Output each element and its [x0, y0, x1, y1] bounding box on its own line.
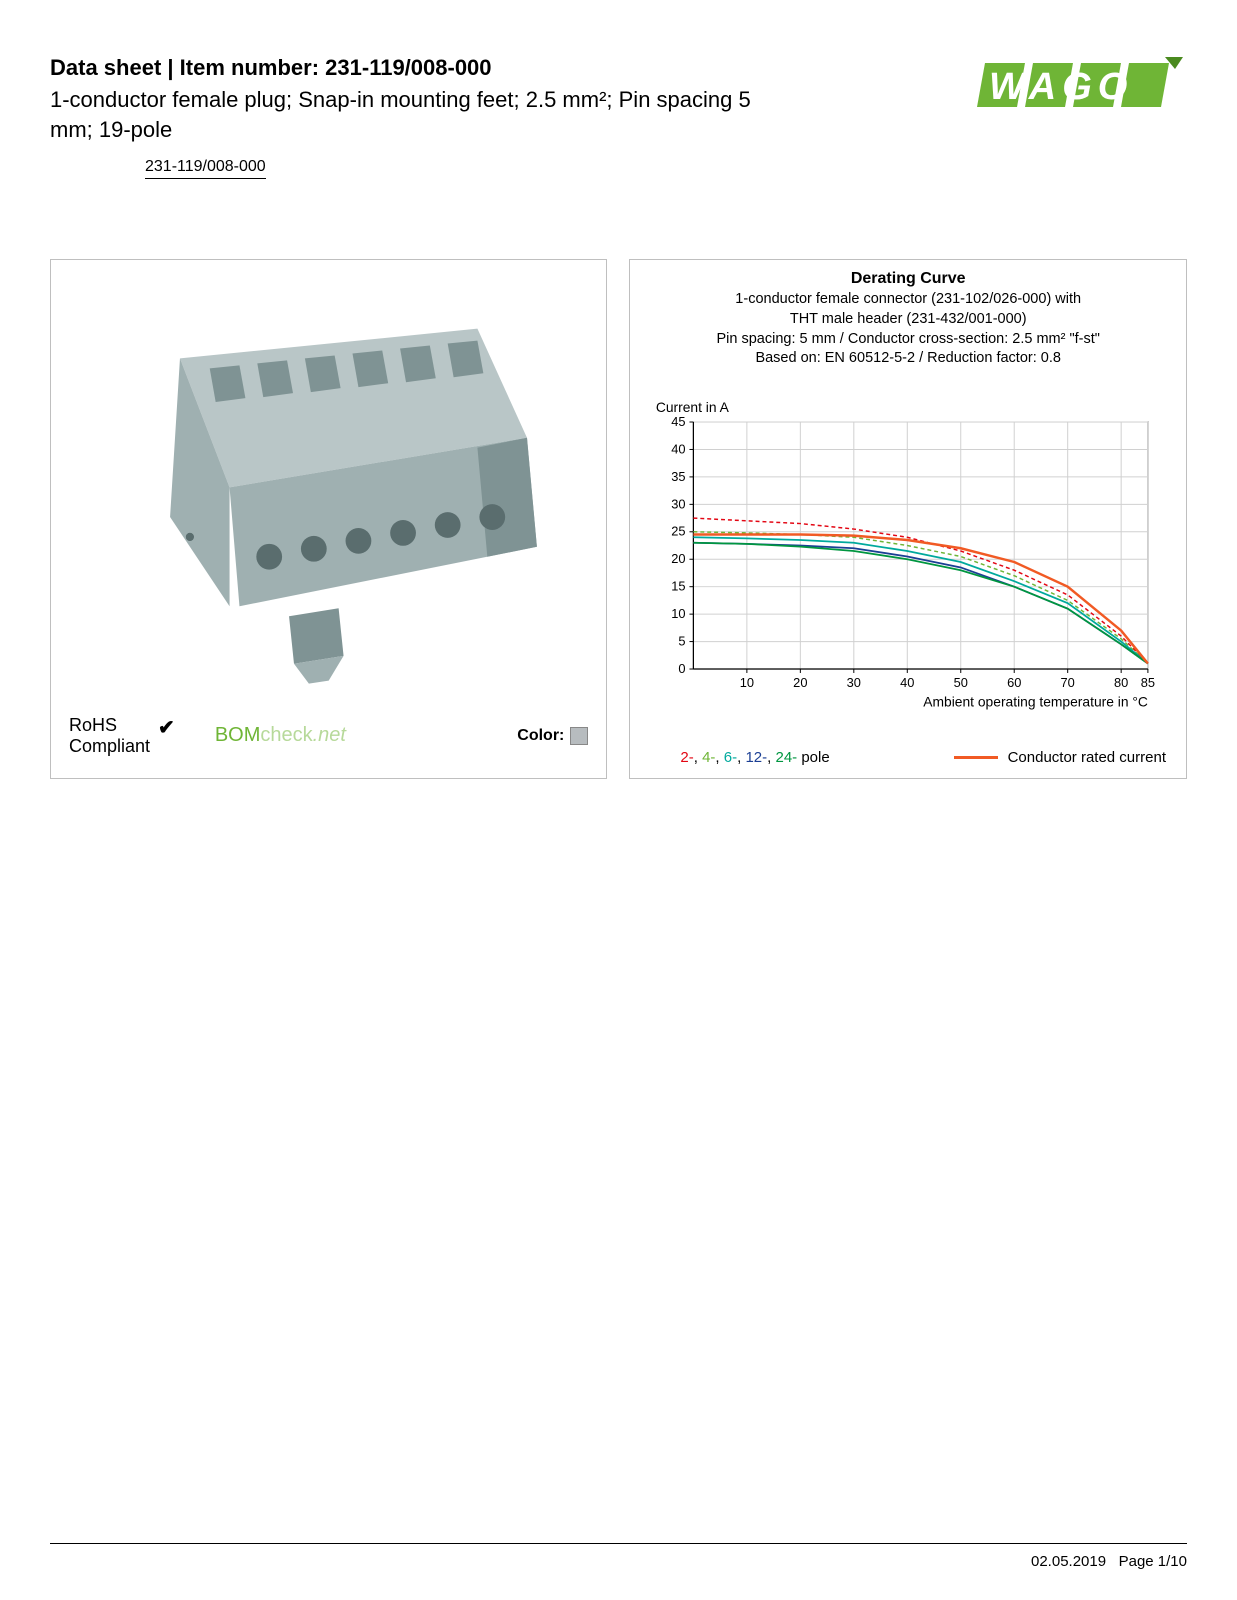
color-swatch [570, 727, 588, 745]
product-image-wrap [51, 260, 606, 715]
pole-legend-item: 24- [775, 749, 797, 766]
product-image-panel: RoHS Compliant ✔ BOMcheck.net Color: [50, 259, 607, 779]
product-footer: RoHS Compliant ✔ BOMcheck.net Color: [51, 715, 606, 778]
pole-legend-item: 2- [680, 749, 693, 766]
chart-title: Derating Curve [644, 270, 1172, 288]
pole-legend: 2-, 4-, 6-, 12-, 24- pole [680, 749, 829, 766]
conductor-legend-text: Conductor rated current [1008, 749, 1166, 766]
page-title: Data sheet | Item number: 231-119/008-00… [50, 55, 977, 81]
rohs-compliant-badge: RoHS Compliant ✔ [69, 715, 175, 756]
item-code: 231-119/008-000 [145, 158, 266, 179]
product-render [61, 270, 596, 705]
svg-text:20: 20 [794, 674, 808, 689]
title-label: Item number: [180, 55, 319, 80]
svg-text:45: 45 [672, 414, 686, 429]
derating-chart-panel: Derating Curve 1-conductor female connec… [629, 259, 1187, 779]
bom-check: check [260, 724, 312, 746]
pole-legend-item: 12- [745, 749, 767, 766]
svg-text:40: 40 [672, 441, 686, 456]
footer-divider [50, 1543, 1187, 1544]
color-text: Color: [517, 727, 564, 745]
title-item-number: 231-119/008-000 [325, 55, 491, 80]
conductor-legend-line [954, 756, 998, 759]
svg-text:WAGO: WAGO [989, 66, 1133, 108]
pole-legend-item: 6- [724, 749, 737, 766]
svg-text:10: 10 [672, 606, 686, 621]
chart-sub4: Based on: EN 60512-5-2 / Reduction facto… [644, 349, 1172, 369]
panels-row: RoHS Compliant ✔ BOMcheck.net Color: Der… [50, 259, 1187, 779]
pole-legend-item: 4- [702, 749, 715, 766]
svg-text:30: 30 [672, 496, 686, 511]
subtitle: 1-conductor female plug; Snap-in mountin… [50, 85, 770, 144]
pole-legend-suffix: pole [797, 749, 830, 766]
header-text-block: Data sheet | Item number: 231-119/008-00… [50, 55, 977, 179]
svg-text:10: 10 [740, 674, 754, 689]
svg-text:40: 40 [901, 674, 915, 689]
svg-text:60: 60 [1007, 674, 1021, 689]
svg-text:80: 80 [1114, 674, 1128, 689]
svg-text:30: 30 [847, 674, 861, 689]
derating-chart: Current in A 0 5 10 15 20 25 30 35 40 45 10 20 30 40 50… [644, 369, 1172, 746]
svg-text:15: 15 [672, 578, 686, 593]
footer-text: 02.05.2019 Page 1/10 [1031, 1553, 1187, 1570]
svg-text:Ambient operating temperature: Ambient operating temperature in °C [924, 693, 1149, 709]
chart-sub2: THT male header (231-432/001-000) [644, 310, 1172, 330]
chart-sub3: Pin spacing: 5 mm / Conductor cross-sect… [644, 330, 1172, 350]
svg-text:35: 35 [672, 468, 686, 483]
svg-text:5: 5 [679, 633, 686, 648]
color-label: Color: [517, 727, 588, 745]
header: Data sheet | Item number: 231-119/008-00… [50, 55, 1187, 179]
svg-text:25: 25 [672, 523, 686, 538]
wago-logo: WAGO [977, 55, 1187, 115]
bom-net: .net [313, 724, 346, 746]
svg-text:20: 20 [672, 551, 686, 566]
svg-text:0: 0 [679, 661, 686, 676]
check-icon: ✔ [158, 715, 175, 740]
footer-date: 02.05.2019 [1031, 1553, 1106, 1570]
rohs-line2: Compliant [69, 736, 150, 756]
bom-main: BOM [215, 724, 261, 746]
chart-sub1: 1-conductor female connector (231-102/02… [644, 290, 1172, 310]
footer-page: Page 1/10 [1119, 1553, 1187, 1570]
svg-text:50: 50 [954, 674, 968, 689]
rohs-text: RoHS Compliant [69, 715, 150, 756]
chart-legend: 2-, 4-, 6-, 12-, 24- pole Conductor rate… [644, 745, 1172, 766]
conductor-legend: Conductor rated current [954, 749, 1166, 766]
title-prefix: Data sheet [50, 55, 161, 80]
bomcheck-logo: BOMcheck.net [215, 724, 346, 747]
svg-text:Current in A: Current in A [656, 399, 730, 415]
svg-text:70: 70 [1061, 674, 1075, 689]
title-sep: | [161, 55, 179, 80]
svg-text:85: 85 [1141, 674, 1155, 689]
rohs-line1: RoHS [69, 715, 117, 735]
